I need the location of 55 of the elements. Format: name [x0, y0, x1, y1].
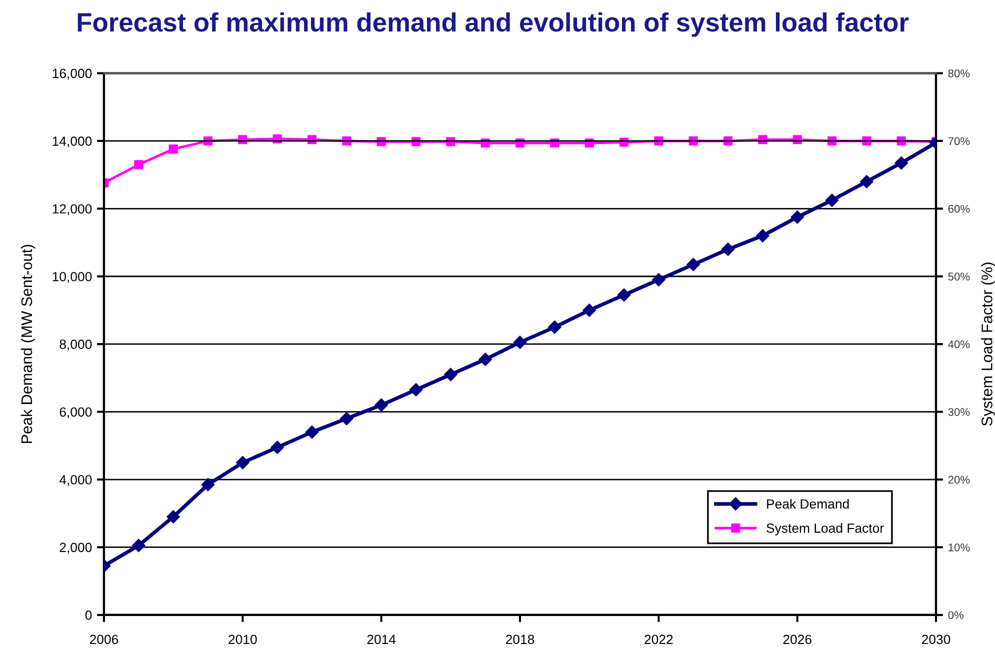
x-tick-label: 2010	[228, 634, 257, 644]
point	[617, 288, 631, 302]
x-tick-label: 2014	[367, 634, 396, 644]
point	[478, 352, 492, 366]
y2-tick-label: 40%	[948, 340, 970, 348]
x-tick-label: 2026	[783, 634, 812, 644]
y-tick-label: 2,000	[60, 542, 92, 554]
point	[513, 336, 527, 349]
point	[652, 273, 666, 286]
y2-tick-label: 20%	[948, 476, 970, 484]
point	[132, 538, 146, 552]
point	[168, 144, 178, 154]
point	[134, 160, 144, 170]
point	[409, 383, 423, 396]
y2-tick-label: 80%	[948, 69, 970, 78]
point	[166, 510, 180, 524]
y-tick-label: 12,000	[52, 204, 92, 216]
point	[340, 412, 354, 426]
point	[582, 304, 596, 317]
point	[686, 258, 700, 272]
y2-tick-label: 60%	[948, 204, 970, 213]
point	[894, 156, 908, 170]
x-tick-label: 2018	[506, 634, 534, 644]
y-tick-label: 4,000	[59, 475, 92, 486]
y2-tick-label: 10%	[948, 544, 970, 552]
point	[270, 440, 284, 454]
chart-title: Forecast of maximum demand and evolution of system load factor	[78, 12, 909, 37]
point	[236, 456, 250, 470]
point	[305, 426, 319, 439]
point	[721, 242, 735, 256]
point	[860, 174, 874, 188]
y2-tick-label: 50%	[948, 272, 970, 281]
legend-label: System Load Factor	[766, 523, 884, 536]
x-tick-label: 2030	[922, 634, 950, 644]
point	[790, 210, 804, 224]
point	[825, 194, 839, 207]
y2-tick-label: 70%	[948, 137, 970, 146]
y-tick-label: 10,000	[52, 272, 92, 283]
y-tick-label: 14,000	[52, 136, 92, 148]
point	[374, 398, 388, 412]
y-axis-title: Peak Demand (MW Sent-out)	[20, 244, 36, 444]
legend-label: Peak Demand	[767, 498, 849, 509]
point	[548, 320, 562, 334]
y-tick-label: 6,000	[60, 407, 92, 418]
y-tick-label: 0	[85, 610, 92, 620]
y2-axis-title: System Load Factor (%)	[981, 262, 995, 426]
y2-tick-label: 0%	[948, 611, 964, 620]
point	[756, 229, 770, 242]
x-tick-label: 2022	[644, 634, 673, 644]
point	[201, 478, 215, 492]
y-tick-label: 8,000	[60, 340, 92, 351]
x-tick-label: 2006	[90, 634, 118, 644]
y2-tick-label: 30%	[948, 408, 970, 416]
point	[444, 368, 458, 382]
y-tick-label: 16,000	[52, 68, 92, 80]
